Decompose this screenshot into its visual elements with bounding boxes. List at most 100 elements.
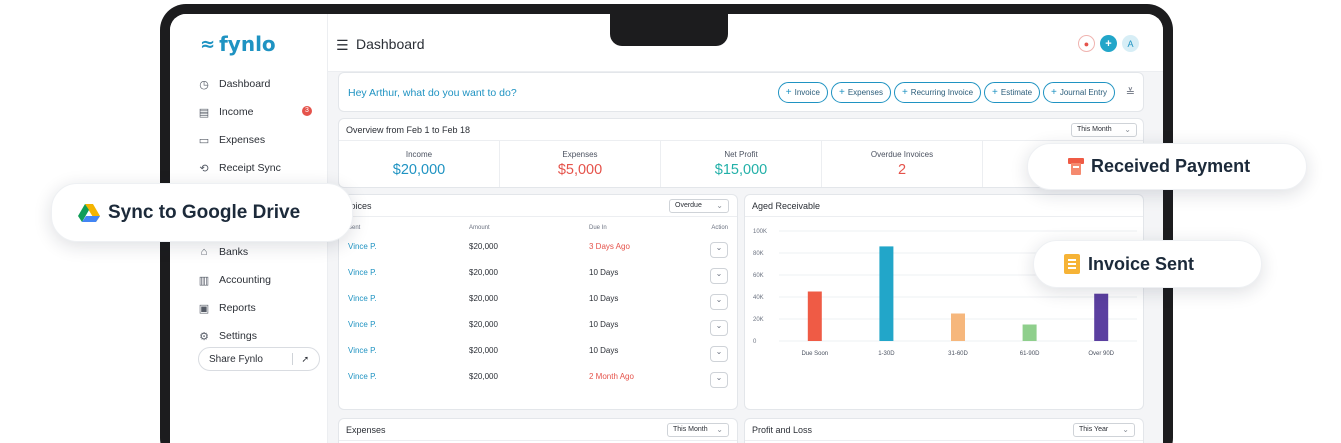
profit-and-loss-card: Profit and Loss This Year ⌄ — [744, 418, 1144, 443]
button-label: Journal Entry — [1059, 88, 1107, 97]
column-header-action: Action — [711, 225, 728, 231]
chevron-down-icon: ⌄ — [716, 201, 723, 210]
row-action-button[interactable]: ⌄ — [710, 320, 728, 336]
sync-icon: ⟲ — [199, 162, 209, 175]
chevron-down-icon: ⌄ — [715, 373, 723, 382]
sidebar-item-accounting[interactable]: ▥ Accounting — [198, 266, 320, 294]
bar-due-soon[interactable] — [807, 291, 822, 342]
sidebar-item-label: Dashboard — [219, 78, 271, 90]
amount-cell: $20,000 — [469, 294, 498, 303]
table-row: Vince P. $20,000 10 Days ⌄ — [339, 294, 737, 320]
row-action-button[interactable]: ⌄ — [710, 372, 728, 388]
row-action-button[interactable]: ⌄ — [710, 294, 728, 310]
row-action-button[interactable]: ⌄ — [710, 346, 728, 362]
sidebar-item-dashboard[interactable]: ◷ Dashboard — [198, 70, 320, 98]
client-link[interactable]: Vince P. — [348, 320, 377, 329]
aged-receivable-chart: 0 20K 40K 60K 80K 100K Due Soon 1-30D 31-60D 61-9… — [753, 229, 1137, 357]
client-link[interactable]: Vince P. — [348, 372, 377, 381]
new-estimate-button[interactable]: + Estimate — [984, 82, 1041, 103]
topbar: ☰ Dashboard ● + A — [328, 14, 1163, 72]
new-journal-entry-button[interactable]: + Journal Entry — [1043, 82, 1115, 103]
topbar-actions: ● + A — [1078, 35, 1139, 52]
avatar[interactable]: A — [1122, 35, 1139, 52]
metric-label: Expenses — [562, 150, 598, 159]
chevron-down-icon: ⌄ — [715, 295, 723, 304]
y-tick-label: 20K — [753, 317, 764, 323]
profit-and-loss-period-select[interactable]: This Year ⌄ — [1073, 423, 1135, 437]
metric-value: $5,000 — [557, 162, 603, 178]
ledger-icon: ▥ — [198, 274, 210, 287]
add-icon[interactable]: + — [1100, 35, 1117, 52]
aged-receivable-title: Aged Receivable — [752, 201, 821, 211]
overview-title: Overview from Feb 1 to Feb 18 — [346, 125, 471, 135]
sidebar-item-label: Income — [219, 106, 254, 118]
column-header-due: Due In — [589, 225, 607, 231]
sidebar-item-expenses[interactable]: ▭ Expenses — [198, 126, 320, 154]
chevron-down-icon: ⌄ — [715, 243, 723, 252]
sidebar-item-banks[interactable]: ⌂ Banks — [198, 238, 320, 266]
table-row: Vince P. $20,000 10 Days ⌄ — [339, 346, 737, 372]
bar-31-60d[interactable] — [951, 313, 965, 342]
metric-net-profit: Net Profit $15,000 — [661, 141, 822, 187]
metric-value: 2 — [897, 162, 907, 178]
sidebar-item-settings[interactable]: ⚙ Settings — [198, 322, 320, 350]
expenses-header: Expenses This Month ⌄ — [339, 419, 737, 441]
bar-1-30d[interactable] — [879, 246, 894, 341]
new-recurring-invoice-button[interactable]: + Recurring Invoice — [893, 82, 982, 103]
plus-icon: + — [1051, 87, 1057, 98]
sidebar-item-label: Receipt Sync — [219, 162, 281, 174]
row-action-button[interactable]: ⌄ — [710, 268, 728, 284]
x-tick-label: 1-30D — [878, 351, 895, 357]
callout-text: Invoice Sent — [1088, 253, 1195, 274]
sidebar-item-reports[interactable]: ▣ Reports — [198, 294, 320, 322]
sidebar-item-receipt-sync[interactable]: ⟲ Receipt Sync — [198, 154, 320, 182]
x-tick-label: 61-90D — [1020, 351, 1040, 357]
gear-icon: ⚙ — [199, 330, 209, 343]
sidebar-item-label: Expenses — [219, 134, 266, 146]
row-action-button[interactable]: ⌄ — [710, 242, 728, 258]
expenses-title: Expenses — [346, 425, 386, 435]
google-drive-icon — [78, 203, 100, 222]
expenses-period-select[interactable]: This Month ⌄ — [667, 423, 729, 437]
select-value: This Month — [673, 426, 708, 433]
notification-icon[interactable]: ● — [1078, 35, 1095, 52]
due-cell: 2 Month Ago — [589, 372, 634, 381]
button-label: Recurring Invoice — [910, 88, 974, 97]
client-link[interactable]: Vince P. — [348, 346, 377, 355]
client-link[interactable]: Vince P. — [348, 242, 377, 251]
x-tick-label: 31-60D — [948, 351, 968, 357]
chevron-down-icon: ⌄ — [715, 321, 723, 330]
x-tick-label: Due Soon — [801, 351, 828, 357]
x-tick-label: Over 90D — [1088, 351, 1114, 357]
logo[interactable]: ≈ fynlo — [200, 32, 276, 56]
client-link[interactable]: Vince P. — [348, 268, 377, 277]
share-fynlo-button[interactable]: Share Fynlo ➚ — [198, 347, 320, 371]
report-icon: ▣ — [198, 302, 210, 315]
metric-expenses: Expenses $5,000 — [500, 141, 661, 187]
customize-icon[interactable]: ≚ — [1125, 87, 1135, 99]
payment-icon — [1068, 157, 1084, 175]
amount-cell: $20,000 — [469, 320, 498, 329]
due-cell: 10 Days — [589, 320, 619, 329]
client-link[interactable]: Vince P. — [348, 294, 377, 303]
page-title: Dashboard — [356, 36, 425, 52]
menu-icon[interactable]: ☰ — [336, 37, 349, 53]
amount-cell: $20,000 — [469, 346, 498, 355]
bar-61-90d[interactable] — [1022, 324, 1037, 342]
plus-icon: + — [901, 87, 908, 98]
sidebar-item-label: Banks — [219, 246, 249, 258]
quick-actions-bar: Hey Arthur, what do you want to do? + Inv… — [338, 72, 1144, 112]
overview-period-select[interactable]: This Month ⌄ — [1071, 123, 1137, 137]
invoices-header: voices Overdue ⌄ — [339, 195, 737, 217]
sidebar-item-income[interactable]: ▤ Income 3 — [198, 98, 320, 126]
expenses-card: Expenses This Month ⌄ — [338, 418, 738, 443]
due-cell: 10 Days — [589, 268, 619, 277]
metric-label: Overdue Invoices — [870, 150, 934, 159]
invoices-filter-select[interactable]: Overdue ⌄ — [669, 199, 729, 213]
bar-over-90d[interactable] — [1094, 293, 1109, 341]
new-invoice-button[interactable]: + Invoice — [777, 82, 828, 103]
sidebar-nav: ◷ Dashboard ▤ Income 3 ▭ Expenses ⟲ Rece… — [198, 70, 320, 350]
quick-action-buttons: + Invoice + Expenses + Recurring Invoice + E… — [777, 82, 1115, 103]
plus-icon: + — [992, 87, 998, 98]
new-expense-button[interactable]: + Expenses — [830, 82, 891, 103]
